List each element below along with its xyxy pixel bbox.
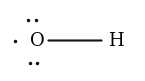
Text: H: H (108, 32, 124, 49)
Text: O: O (30, 32, 45, 49)
